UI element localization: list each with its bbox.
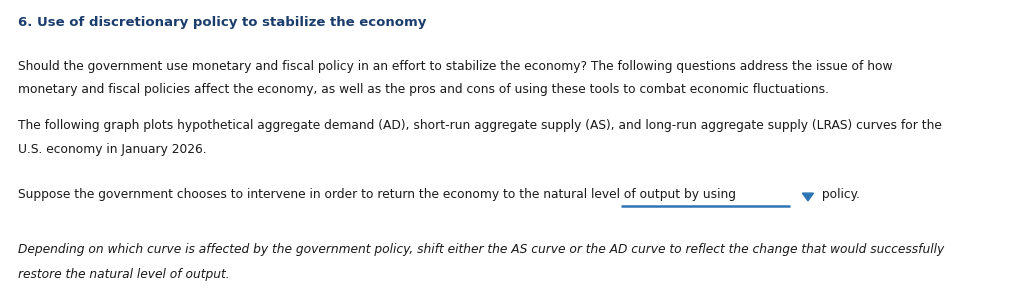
Text: Suppose the government chooses to intervene in order to return the economy to th: Suppose the government chooses to interv… <box>18 188 740 201</box>
Text: Depending on which curve is affected by the government policy, shift either the : Depending on which curve is affected by … <box>18 243 945 256</box>
Text: The following graph plots hypothetical aggregate demand (AD), short-run aggregat: The following graph plots hypothetical a… <box>18 119 942 132</box>
Text: U.S. economy in January 2026.: U.S. economy in January 2026. <box>18 143 207 156</box>
Text: policy.: policy. <box>818 188 860 201</box>
Polygon shape <box>802 193 814 201</box>
Text: Should the government use monetary and fiscal policy in an effort to stabilize t: Should the government use monetary and f… <box>18 60 893 73</box>
Text: restore the natural level of output.: restore the natural level of output. <box>18 268 229 281</box>
Text: monetary and fiscal policies affect the economy, as well as the pros and cons of: monetary and fiscal policies affect the … <box>18 83 829 97</box>
Text: 6. Use of discretionary policy to stabilize the economy: 6. Use of discretionary policy to stabil… <box>18 16 426 30</box>
